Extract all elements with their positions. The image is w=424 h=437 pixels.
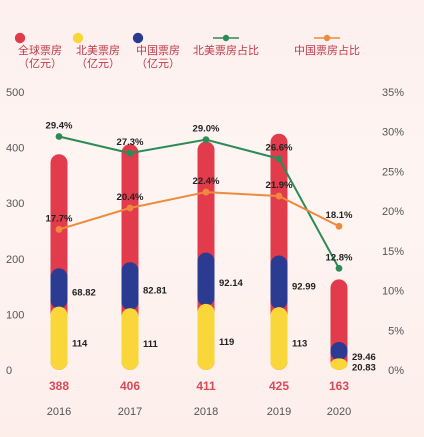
bar-north-america-2017 — [121, 308, 139, 370]
x-tick-2018: 2018 — [194, 406, 218, 418]
label-na-share-2016: 29.4% — [46, 120, 73, 131]
right-tick-7: 35% — [382, 87, 404, 99]
label-china-2016: 68.82 — [72, 287, 96, 298]
left-tick-2: 200 — [6, 254, 24, 266]
point-na-share-2018 — [202, 136, 210, 144]
label-na-share-2020: 12.8% — [326, 252, 353, 263]
legend-marker-4 — [323, 34, 331, 42]
point-cn-share-2018 — [202, 188, 210, 196]
bar-china-2018 — [197, 252, 215, 306]
total-value-2019: 425 — [269, 379, 289, 393]
label-north-america-2020: 20.83 — [352, 362, 376, 373]
label-china-2019: 92.99 — [292, 281, 316, 292]
label-north-america-2016: 114 — [72, 338, 88, 349]
point-na-share-2019 — [275, 155, 283, 163]
legend-label-2: 中国票房（亿元） — [136, 44, 180, 70]
x-axis: 388 2016 406 2017 411 2018 425 2019 163 2020 — [47, 379, 351, 418]
legend: 全球票房（亿元） 北美票房（亿元） 中国票房（亿元） 北美票房占比 中国票房占比 — [14, 32, 360, 70]
label-china-2020: 29.46 — [352, 352, 376, 363]
right-axis: 0% 5% 10% 15% 20% 25% 30% 35% — [382, 87, 404, 377]
label-north-america-2017: 111 — [143, 339, 159, 350]
legend-marker-2 — [132, 32, 144, 44]
label-na-share-2017: 27.3% — [117, 137, 144, 148]
label-na-share-2019: 26.6% — [266, 143, 293, 154]
point-na-share-2017 — [126, 149, 134, 157]
left-axis: 0 100 200 300 400 500 — [6, 87, 24, 377]
right-tick-1: 5% — [388, 325, 404, 337]
bar-china-2017 — [121, 262, 139, 311]
legend-marker-1 — [72, 32, 84, 44]
x-tick-2020: 2020 — [327, 406, 351, 418]
label-cn-share-2017: 20.4% — [117, 192, 144, 203]
x-tick-2017: 2017 — [118, 406, 142, 418]
left-tick-4: 400 — [6, 143, 24, 155]
bar-north-america-2016 — [50, 306, 68, 370]
label-cn-share-2016: 17.7% — [46, 213, 73, 224]
bar-china-2020 — [330, 342, 348, 361]
label-china-2018: 92.14 — [219, 278, 243, 289]
point-na-share-2020 — [335, 264, 343, 272]
point-na-share-2016 — [55, 133, 63, 140]
label-china-2017: 82.81 — [143, 285, 167, 296]
left-tick-1: 100 — [6, 309, 24, 321]
right-tick-3: 15% — [382, 246, 404, 258]
legend-label-4: 中国票房占比 — [294, 43, 360, 57]
legend-label-1: 北美票房（亿元） — [76, 44, 120, 70]
label-cn-share-2020: 18.1% — [326, 210, 353, 221]
x-tick-2016: 2016 — [47, 406, 71, 418]
x-tick-2019: 2019 — [267, 406, 291, 418]
legend-label-3: 北美票房占比 — [193, 43, 259, 57]
left-tick-5: 500 — [6, 87, 24, 99]
bars: 114 68.82 111 82.81 119 92.14 113 92.99 20.8329.… — [50, 133, 376, 373]
legend-marker-3 — [222, 34, 230, 42]
lines: 29.4% 27.3% 29.0% 26.6% 12.8% 17.7% 20.4% 22.4%… — [46, 120, 353, 272]
point-cn-share-2019 — [275, 192, 283, 200]
total-value-2018: 411 — [196, 379, 216, 393]
label-cn-share-2018: 22.4% — [193, 176, 220, 187]
legend-label-0: 全球票房（亿元） — [18, 43, 62, 70]
bar-north-america-2020 — [330, 358, 348, 370]
right-tick-0: 0% — [388, 365, 404, 377]
legend-marker-0 — [14, 32, 26, 44]
bar-north-america-2019 — [270, 307, 288, 370]
right-tick-2: 10% — [382, 286, 404, 298]
label-north-america-2019: 113 — [292, 339, 307, 350]
point-cn-share-2020 — [335, 222, 343, 230]
point-cn-share-2017 — [126, 204, 134, 212]
left-tick-3: 300 — [6, 198, 24, 210]
total-value-2017: 406 — [120, 379, 140, 393]
label-north-america-2018: 119 — [219, 337, 234, 348]
bar-north-america-2018 — [197, 303, 215, 370]
label-na-share-2018: 29.0% — [193, 124, 220, 135]
label-cn-share-2019: 21.9% — [266, 180, 293, 191]
total-value-2016: 388 — [49, 379, 69, 393]
bar-china-2019 — [270, 255, 288, 310]
right-tick-4: 20% — [382, 206, 404, 218]
bar-china-2016 — [50, 268, 68, 309]
right-tick-6: 30% — [382, 127, 404, 139]
right-tick-5: 25% — [382, 166, 404, 178]
point-cn-share-2016 — [55, 226, 63, 233]
left-tick-0: 0 — [6, 365, 12, 377]
total-value-2020: 163 — [329, 379, 349, 393]
